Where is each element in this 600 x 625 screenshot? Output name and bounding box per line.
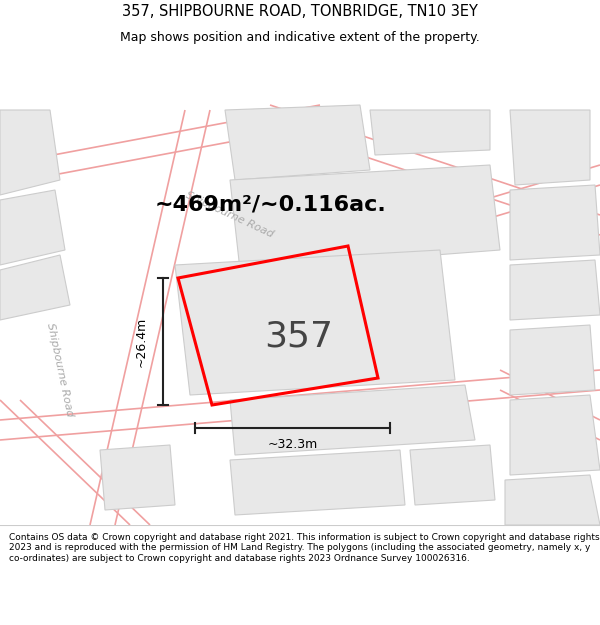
Polygon shape [0, 190, 65, 265]
Polygon shape [510, 260, 600, 320]
Polygon shape [510, 325, 595, 395]
Text: Shipbourne Road: Shipbourne Road [45, 322, 75, 418]
Polygon shape [0, 110, 60, 195]
Polygon shape [230, 385, 475, 455]
Polygon shape [510, 395, 600, 475]
Polygon shape [505, 475, 600, 525]
Text: Shipbourne Road: Shipbourne Road [184, 190, 275, 240]
Text: Map shows position and indicative extent of the property.: Map shows position and indicative extent… [120, 31, 480, 44]
Polygon shape [510, 185, 600, 260]
Polygon shape [230, 165, 500, 270]
Polygon shape [230, 450, 405, 515]
Text: Contains OS data © Crown copyright and database right 2021. This information is : Contains OS data © Crown copyright and d… [9, 533, 599, 562]
Polygon shape [225, 105, 370, 180]
Polygon shape [0, 255, 70, 320]
Text: 357: 357 [265, 320, 334, 354]
Polygon shape [100, 445, 175, 510]
Polygon shape [410, 445, 495, 505]
Polygon shape [370, 110, 490, 155]
Polygon shape [510, 110, 590, 185]
Polygon shape [175, 250, 455, 395]
Text: 357, SHIPBOURNE ROAD, TONBRIDGE, TN10 3EY: 357, SHIPBOURNE ROAD, TONBRIDGE, TN10 3E… [122, 4, 478, 19]
Text: ~32.3m: ~32.3m [268, 438, 317, 451]
Text: ~26.4m: ~26.4m [134, 316, 148, 367]
Text: ~469m²/~0.116ac.: ~469m²/~0.116ac. [155, 195, 387, 215]
